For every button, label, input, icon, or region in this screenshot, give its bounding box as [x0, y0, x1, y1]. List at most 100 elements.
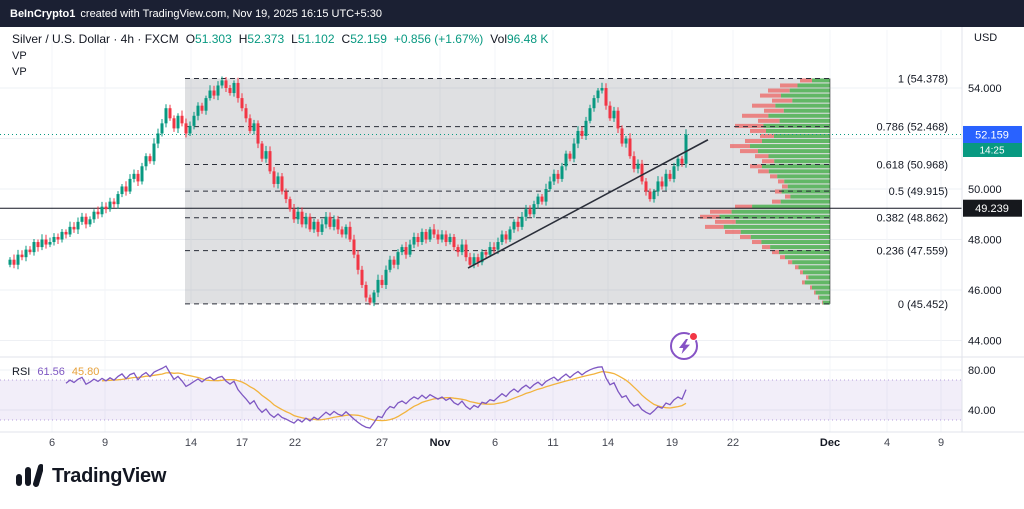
price-badge-label: 49.239	[975, 203, 1009, 215]
vp-bar-down	[735, 204, 753, 209]
vp-bar-up	[779, 118, 830, 123]
vp-bar-up	[750, 144, 830, 149]
low-value: 51.102	[297, 32, 335, 46]
open-label: O	[185, 32, 196, 46]
vp-bar-up	[792, 260, 830, 265]
watermark-text: created with TradingView.com, Nov 19, 20…	[80, 7, 382, 20]
vp-bar-up	[750, 234, 830, 239]
vp-bar-down	[778, 179, 785, 184]
vp-bar-up	[778, 250, 830, 255]
vp-bar-down	[755, 154, 769, 159]
time-tick-label: 9	[938, 437, 944, 449]
tradingview-attribution[interactable]: TradingView	[16, 463, 166, 489]
price-tick-label: 44.000	[968, 336, 1002, 348]
vp-bar-up	[822, 300, 830, 305]
vp-bar-up	[812, 78, 830, 83]
rsi-pane-layer	[0, 365, 962, 429]
vp-bar-up	[819, 295, 830, 300]
time-tick-label: 14	[602, 437, 614, 449]
fib-level-label: 0.786 (52.468)	[876, 122, 948, 134]
vp-bar-up	[731, 209, 830, 214]
rsi-tick-label: 40.00	[968, 405, 996, 417]
time-tick-label: 4	[884, 437, 890, 449]
vp-bar-down	[715, 219, 736, 224]
time-tick-label: Nov	[430, 437, 452, 449]
vp-bar-up	[789, 88, 830, 93]
trendline[interactable]	[467, 139, 709, 269]
vp-bar-up	[804, 280, 830, 285]
rsi-ma-value: 45.80	[71, 366, 100, 378]
vp-bar-up	[815, 290, 830, 295]
price-badge	[963, 199, 1022, 217]
vp-bar-up	[785, 255, 830, 260]
vp-bar-down	[750, 164, 762, 169]
vp-bar-down	[818, 295, 820, 300]
vp-bar-up	[775, 103, 830, 108]
lightning-icon	[678, 338, 690, 354]
time-tick-label: 9	[102, 437, 108, 449]
vp-bar-up	[762, 139, 830, 144]
vp-bar-down	[822, 300, 823, 305]
vp-bar-down	[700, 214, 720, 219]
tradingview-logo-icon	[16, 464, 43, 487]
vp-bar-down	[735, 123, 764, 128]
fib-level-label: 0.382 (48.862)	[876, 213, 948, 225]
vp-bar-up	[787, 184, 830, 189]
volume-label: Vol	[490, 32, 507, 46]
vp-bar-up	[774, 159, 830, 164]
vp-bar-down	[745, 139, 762, 144]
vp-bar-down	[780, 83, 798, 88]
tradingview-wordmark: TradingView	[52, 464, 167, 487]
indicator-legend-vp-2[interactable]: VP	[12, 66, 27, 78]
fib-retracement-area	[185, 78, 830, 304]
vp-bar-down	[788, 260, 793, 265]
price-badge-label: 52.159	[975, 129, 1009, 141]
rsi-label: RSI	[12, 366, 31, 378]
indicator-legend-vp-1[interactable]: VP	[12, 50, 27, 62]
vp-bar-down	[760, 93, 781, 98]
countdown-badge	[963, 142, 1022, 157]
vp-bar-up	[783, 108, 830, 113]
vp-bar-down	[758, 118, 780, 123]
price-tick-label: 46.000	[968, 285, 1002, 297]
vp-bar-down	[742, 113, 769, 118]
vp-bar-down	[802, 280, 805, 285]
rsi-ma-line	[101, 370, 687, 422]
vp-indicator-label: VP	[12, 50, 27, 62]
close-label: C	[341, 32, 351, 46]
high-value: 52.373	[247, 32, 285, 46]
vp-bar-down	[740, 149, 758, 154]
vp-bar-down	[772, 250, 779, 255]
vp-bar-up	[770, 245, 830, 250]
time-axis[interactable]: 6 9 14 17 22 27 Nov 6 11 14 19 22 Dec 4 9	[49, 437, 944, 449]
vp-bar-up	[774, 133, 830, 138]
vp-bar-down	[770, 174, 778, 179]
time-tick-label: 11	[547, 437, 558, 449]
flash-action-button[interactable]	[670, 332, 698, 360]
vp-bar-up	[792, 98, 830, 103]
fib-level-label: 0.236 (47.559)	[876, 246, 948, 258]
change-value: +0.856 (+1.67%)	[393, 32, 484, 46]
vp-bar-up	[812, 285, 830, 290]
vp-bar-down	[768, 88, 790, 93]
vp-bar-up	[784, 179, 830, 184]
vp-bar-down	[782, 184, 788, 189]
rsi-legend[interactable]: RSI 61.56 45.80	[12, 366, 99, 378]
vp-bar-up	[740, 229, 830, 234]
vp-bar-up	[758, 149, 830, 154]
price-axis[interactable]: 54.00052.00050.00048.00046.00044.00080.0…	[963, 83, 1022, 417]
symbol-title[interactable]: Silver / U.S. Dollar · 4h · FXCM	[12, 32, 179, 46]
axis-currency-label[interactable]: USD	[974, 32, 998, 44]
vp-bar-up	[781, 93, 830, 98]
time-tick-label: 22	[289, 437, 301, 449]
watermark-author: BeInCrypto1	[10, 7, 76, 20]
vp-bar-up	[719, 214, 830, 219]
vp-bar-up	[763, 123, 830, 128]
vp-bar-down	[725, 229, 741, 234]
vp-bar-down	[740, 234, 751, 239]
time-tick-label: 22	[727, 437, 739, 449]
vp-bar-up	[766, 128, 830, 133]
vp-bar-down	[752, 240, 762, 245]
vp-bar-up	[798, 265, 830, 270]
